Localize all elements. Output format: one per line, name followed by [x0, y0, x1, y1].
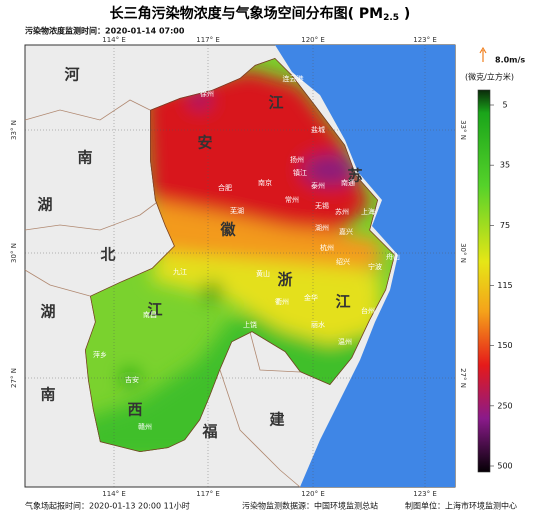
lat-label-right: 30° N	[459, 243, 467, 263]
city-label: 丽水	[311, 320, 325, 329]
legend-level: 500	[497, 462, 512, 471]
lat-label-right: 27° N	[459, 368, 467, 388]
province-label: 西	[127, 401, 142, 419]
lon-label-bottom: 114° E	[102, 490, 126, 498]
lon-label-bottom: 117° E	[196, 490, 220, 498]
province-label: 安	[197, 134, 212, 152]
city-label: 台州	[361, 306, 375, 315]
legend-level: 5	[502, 101, 507, 110]
unit-label: (微克/立方米)	[465, 72, 514, 82]
title-end: )	[399, 6, 410, 22]
city-label: 嘉兴	[339, 227, 353, 236]
city-label: 南昌	[143, 310, 157, 319]
lon-label-top: 117° E	[196, 36, 220, 44]
city-label: 扬州	[290, 155, 304, 164]
monitor-time: 污染物浓度监测时间：2020-01-14 07:00	[25, 26, 185, 36]
city-label: 芜湖	[230, 206, 244, 215]
province-label: 建	[269, 411, 285, 429]
province-label: 河	[64, 66, 79, 84]
city-label: 九江	[173, 267, 187, 276]
lat-label-left: 33° N	[10, 120, 18, 140]
city-label: 湖州	[315, 223, 329, 232]
forecast-time: 气象场起报时间：2020-01-13 20:00 11小时	[25, 501, 190, 511]
lat-label-left: 27° N	[10, 368, 18, 388]
province-label: 南	[40, 386, 55, 404]
legend-level: 115	[497, 281, 512, 290]
title-sub: 2.5	[383, 13, 399, 23]
ocean	[275, 45, 455, 487]
province-label: 湖	[37, 196, 52, 214]
wind-label: 8.0m/s	[495, 56, 525, 65]
data-source: 污染物监测数据源：中国环境监测总站	[242, 501, 378, 511]
city-label: 赣州	[138, 422, 152, 431]
borders	[24, 99, 301, 488]
lon-label-bottom: 120° E	[301, 490, 325, 498]
city-label: 常州	[285, 195, 299, 204]
city-label: 合肥	[218, 183, 232, 192]
lon-label-top: 114° E	[102, 36, 126, 44]
province-label: 福	[201, 423, 217, 441]
city-label: 温州	[338, 337, 352, 346]
city-label: 衢州	[275, 297, 289, 306]
lon-label-top: 120° E	[301, 36, 325, 44]
province-label: 湖	[40, 303, 55, 321]
city-label: 苏州	[335, 207, 349, 216]
color-bar	[477, 89, 491, 473]
city-label: 萍乡	[93, 350, 107, 359]
city-label: 镇江	[293, 168, 307, 177]
title-main: 长三角污染物浓度与气象场空间分布图( PM	[110, 5, 383, 22]
province-label: 浙	[277, 271, 292, 289]
city-label: 绍兴	[336, 257, 350, 266]
city-label: 徐州	[200, 89, 214, 98]
lat-label-left: 30° N	[10, 243, 18, 263]
city-label: 泰州	[311, 181, 325, 190]
city-label: 黄山	[256, 269, 270, 278]
legend-level: 150	[497, 341, 512, 350]
city-label: 宁波	[368, 262, 382, 271]
city-label: 金华	[304, 293, 318, 302]
city-label: 连云港	[283, 74, 304, 83]
lon-label-top: 123° E	[413, 36, 437, 44]
city-label: 杭州	[320, 243, 334, 252]
province-label: 南	[77, 149, 92, 167]
city-label: 舟山	[386, 252, 400, 261]
map-maker: 制图单位：上海市环境监测中心	[405, 501, 517, 511]
city-label: 上海	[361, 207, 375, 216]
province-label: 江	[268, 94, 283, 112]
province-label: 江	[147, 301, 162, 319]
city-label: 南京	[258, 178, 272, 187]
legend-level: 250	[497, 401, 512, 410]
city-label: 盐城	[311, 125, 325, 134]
legend-level: 35	[500, 161, 510, 170]
title: 长三角污染物浓度与气象场空间分布图( PM2.5 )	[110, 5, 411, 23]
lat-label-right: 33° N	[459, 120, 467, 140]
province-label: 苏	[347, 167, 362, 185]
legend-level: 75	[500, 221, 510, 230]
lon-label-bottom: 123° E	[413, 490, 437, 498]
city-label: 无锡	[315, 201, 329, 210]
city-label: 南通	[341, 178, 355, 187]
city-label: 吉安	[125, 375, 139, 384]
province-label: 北	[100, 246, 115, 264]
province-label: 徽	[219, 221, 236, 239]
city-label: 上饶	[243, 320, 257, 329]
province-label: 江	[335, 293, 350, 311]
wind-arrow	[479, 46, 487, 62]
